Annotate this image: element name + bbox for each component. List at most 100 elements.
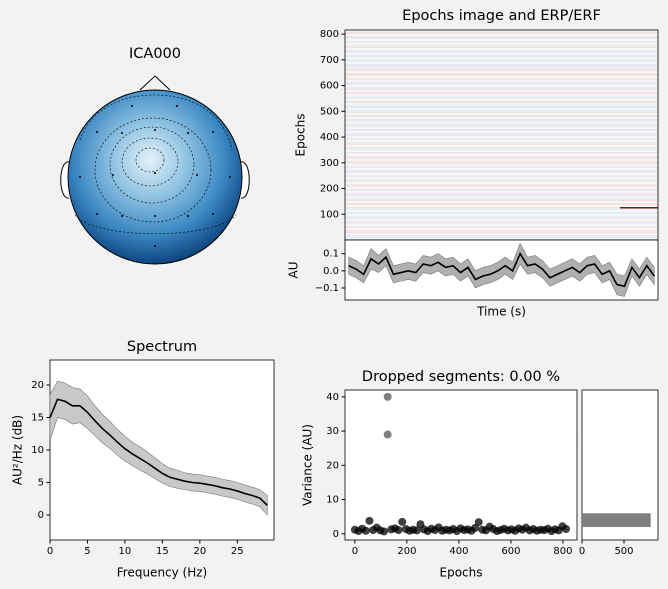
image-texture xyxy=(345,162,658,163)
image-texture xyxy=(345,157,658,158)
point xyxy=(471,524,480,533)
image-texture xyxy=(345,138,658,139)
image-texture xyxy=(345,172,658,173)
image-texture xyxy=(345,200,658,201)
image-texture xyxy=(345,112,658,113)
image-texture xyxy=(345,199,658,200)
image-texture xyxy=(345,111,658,112)
image-texture xyxy=(345,143,658,144)
image-texture xyxy=(345,208,658,209)
image-texture xyxy=(345,148,658,149)
image-texture xyxy=(345,147,658,148)
image-texture xyxy=(345,184,658,185)
image-texture xyxy=(345,59,658,60)
image-texture xyxy=(345,46,658,47)
image-texture xyxy=(345,55,658,56)
y-tick-label: 10 xyxy=(31,445,44,456)
image-texture xyxy=(345,79,658,80)
y-tick-label: −0.1 xyxy=(315,283,339,294)
x-tick-label: 10 xyxy=(119,546,132,557)
point xyxy=(394,526,403,535)
image-texture xyxy=(345,218,658,219)
image-texture xyxy=(345,83,658,84)
chart-title: Dropped segments: 0.00 % xyxy=(362,369,560,385)
x-tick-label: 0 xyxy=(579,546,585,557)
y-tick-label: 500 xyxy=(320,106,339,117)
image-texture xyxy=(345,179,658,180)
image-texture xyxy=(345,64,658,65)
image-texture xyxy=(345,207,658,208)
error-band xyxy=(49,380,268,516)
image-texture xyxy=(345,119,658,120)
image-texture xyxy=(345,115,658,116)
image-texture xyxy=(345,93,658,94)
image-texture xyxy=(345,98,658,99)
image-texture xyxy=(345,47,658,48)
chart-title: Epochs image and ERP/ERF xyxy=(402,8,601,24)
image-texture xyxy=(345,69,658,70)
image-texture xyxy=(345,194,658,195)
y-tick-label: 40 xyxy=(326,392,339,403)
image-texture xyxy=(345,222,658,223)
image-texture xyxy=(345,142,658,143)
point xyxy=(562,525,571,534)
image-texture xyxy=(345,75,658,76)
image-background xyxy=(345,30,658,240)
y-tick-label: 700 xyxy=(320,55,339,66)
topomap xyxy=(60,75,250,265)
image-texture xyxy=(345,226,658,227)
image-texture xyxy=(345,92,658,93)
image-texture xyxy=(345,130,658,131)
image-texture xyxy=(345,32,658,33)
x-tick-label: 500 xyxy=(614,546,633,557)
x-tick-label: 200 xyxy=(397,546,416,557)
axes-frame xyxy=(49,359,275,541)
image-texture xyxy=(345,110,658,111)
error-band xyxy=(348,242,655,297)
y-tick-label: 0 xyxy=(333,529,339,540)
x-tick-label: 800 xyxy=(553,546,572,557)
y-tick-label: 20 xyxy=(326,460,339,471)
head xyxy=(67,89,243,265)
image-texture xyxy=(345,88,658,89)
y-tick-label: 0.0 xyxy=(323,266,339,277)
image-texture xyxy=(345,203,658,204)
image-texture xyxy=(345,134,658,135)
image-texture xyxy=(345,50,658,51)
image-texture xyxy=(345,193,658,194)
image-texture xyxy=(345,156,658,157)
y-tick-label: 800 xyxy=(320,29,339,40)
image-texture xyxy=(620,207,658,209)
image-texture xyxy=(345,231,658,232)
image-texture xyxy=(345,161,658,162)
point xyxy=(474,518,483,527)
point xyxy=(365,516,374,525)
image-texture xyxy=(345,68,658,69)
image-texture xyxy=(345,152,658,153)
image-texture xyxy=(345,97,658,98)
y-tick-label: 600 xyxy=(320,81,339,92)
y-tick-label: 200 xyxy=(320,184,339,195)
sensors xyxy=(79,105,231,247)
image-texture xyxy=(345,65,658,66)
image-texture xyxy=(345,106,658,107)
image-texture xyxy=(345,139,658,140)
image-texture xyxy=(345,126,658,127)
image-texture xyxy=(345,176,658,177)
image-texture xyxy=(345,56,658,57)
image-texture xyxy=(345,213,658,214)
y-tick-label: 400 xyxy=(320,132,339,143)
image-texture xyxy=(345,129,658,130)
image-texture xyxy=(345,70,658,71)
image-texture xyxy=(345,180,658,181)
image-texture xyxy=(345,236,658,237)
x-tick-label: 15 xyxy=(156,546,169,557)
left-ear xyxy=(60,161,70,199)
image-texture xyxy=(345,74,658,75)
image-texture xyxy=(345,125,658,126)
image-texture xyxy=(345,237,658,238)
image-texture xyxy=(345,36,658,37)
point xyxy=(383,430,392,439)
image-texture xyxy=(345,189,658,190)
nose xyxy=(139,75,171,91)
